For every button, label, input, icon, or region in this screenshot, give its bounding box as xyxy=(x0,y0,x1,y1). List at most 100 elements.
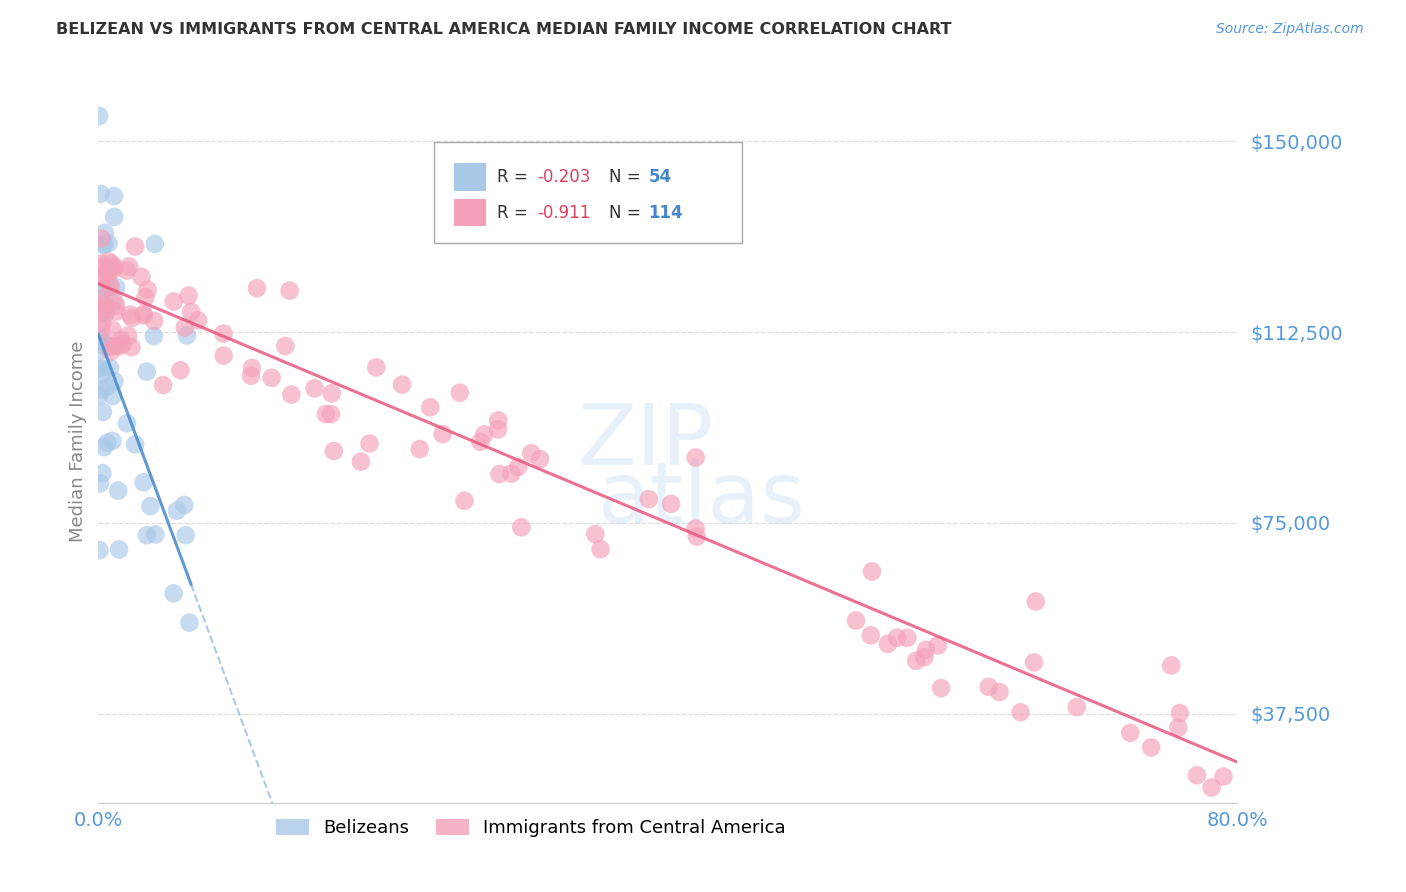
Point xyxy=(278,284,301,298)
Point xyxy=(637,492,659,507)
Point xyxy=(98,361,121,376)
Point xyxy=(89,543,111,558)
Point xyxy=(103,189,125,203)
Point xyxy=(529,452,551,467)
Bar xyxy=(454,199,485,227)
Point xyxy=(97,264,120,278)
Point xyxy=(1185,768,1208,782)
Point xyxy=(101,323,124,337)
Point xyxy=(90,260,112,274)
Point xyxy=(685,522,707,536)
Point xyxy=(91,286,114,301)
Point xyxy=(118,260,141,274)
Point xyxy=(322,444,344,458)
Text: R =: R = xyxy=(498,168,533,186)
Point xyxy=(100,344,122,359)
Point xyxy=(686,530,709,544)
Point xyxy=(896,631,918,645)
Point xyxy=(90,291,112,305)
Point xyxy=(508,459,530,474)
Point xyxy=(583,527,606,541)
Point xyxy=(110,333,132,347)
Point xyxy=(977,680,1000,694)
Point xyxy=(120,340,142,354)
Point xyxy=(90,256,112,270)
Point xyxy=(510,520,533,534)
Point xyxy=(108,339,131,353)
Point xyxy=(105,299,128,313)
Point xyxy=(91,466,114,480)
Text: 54: 54 xyxy=(648,168,672,186)
Point xyxy=(419,401,441,415)
Point xyxy=(124,437,146,451)
Point xyxy=(91,343,114,357)
Text: Source: ZipAtlas.com: Source: ZipAtlas.com xyxy=(1216,22,1364,37)
Point xyxy=(1201,780,1223,795)
Point xyxy=(1119,725,1142,739)
Point xyxy=(350,455,373,469)
Point xyxy=(1212,770,1234,784)
Text: N =: N = xyxy=(609,168,645,186)
Point xyxy=(162,586,184,600)
Point xyxy=(94,307,117,321)
Point xyxy=(905,654,928,668)
Point xyxy=(108,542,131,557)
Point xyxy=(90,302,112,317)
Point xyxy=(240,368,263,383)
Point xyxy=(93,440,115,454)
Point xyxy=(260,371,283,385)
Point xyxy=(145,527,167,541)
Point xyxy=(103,210,125,224)
Point xyxy=(1160,658,1182,673)
Point xyxy=(470,434,492,449)
Point xyxy=(845,614,868,628)
Point xyxy=(115,417,138,431)
Text: R =: R = xyxy=(498,203,533,221)
Point xyxy=(98,277,121,292)
Point xyxy=(915,642,938,657)
Point xyxy=(93,297,115,311)
Text: ZIP: ZIP xyxy=(576,400,713,483)
Point xyxy=(179,615,201,630)
Point xyxy=(101,434,124,448)
Point xyxy=(212,326,235,341)
Point xyxy=(143,314,166,328)
Point xyxy=(96,435,118,450)
Point xyxy=(1167,721,1189,735)
Point xyxy=(100,280,122,294)
Point xyxy=(136,283,159,297)
Text: BELIZEAN VS IMMIGRANTS FROM CENTRAL AMERICA MEDIAN FAMILY INCOME CORRELATION CHA: BELIZEAN VS IMMIGRANTS FROM CENTRAL AMER… xyxy=(56,22,952,37)
Point xyxy=(929,681,952,695)
Point xyxy=(501,467,523,481)
Point xyxy=(89,360,111,375)
Point xyxy=(107,483,129,498)
Point xyxy=(89,476,111,491)
Point xyxy=(105,304,128,318)
Point xyxy=(912,650,935,665)
Point xyxy=(89,109,111,123)
Point xyxy=(103,374,125,388)
Point xyxy=(93,238,115,252)
Point xyxy=(321,386,343,401)
Point xyxy=(105,280,128,294)
Point xyxy=(366,360,388,375)
Point xyxy=(304,381,326,395)
Point xyxy=(132,475,155,490)
Point xyxy=(89,362,111,376)
Point xyxy=(97,236,120,251)
Point xyxy=(97,254,120,268)
Point xyxy=(132,307,155,321)
Point xyxy=(100,339,122,353)
Point xyxy=(152,378,174,392)
Point xyxy=(90,231,112,245)
Point xyxy=(163,294,186,309)
Point xyxy=(187,313,209,327)
Point xyxy=(432,427,454,442)
Point xyxy=(1140,740,1163,755)
Point xyxy=(180,305,202,319)
Point xyxy=(240,361,263,376)
Point xyxy=(177,288,200,302)
Point xyxy=(280,387,302,401)
Point xyxy=(176,328,198,343)
Point xyxy=(90,306,112,320)
